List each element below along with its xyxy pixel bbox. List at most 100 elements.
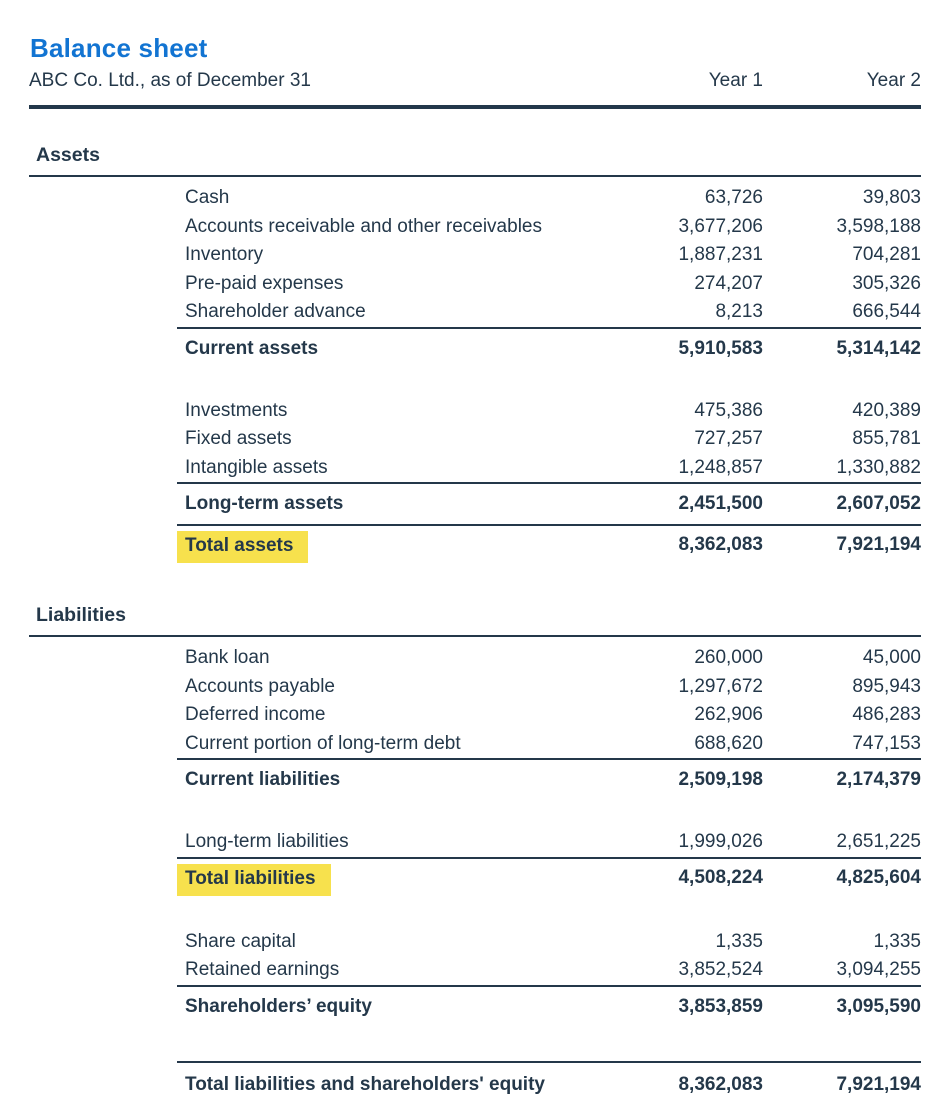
table-row: Long-term liabilities 1,999,026 2,651,22… xyxy=(29,828,921,857)
subtotal-year2-value: 3,095,590 xyxy=(836,995,921,1017)
subtotal-year1-value: 2,509,198 xyxy=(678,769,763,790)
subtotal-row-current-liabilities: Current liabilities 2,509,198 2,174,379 xyxy=(29,760,921,800)
grand-total-year2-value: 7,921,194 xyxy=(836,1073,921,1095)
row-year1-value: 274,207 xyxy=(694,272,763,294)
row-year2-value: 666,544 xyxy=(852,301,921,322)
row-year2-value: 855,781 xyxy=(852,428,921,449)
row-year2-value: 2,651,225 xyxy=(836,831,921,852)
row-year1-value: 727,257 xyxy=(694,428,763,449)
subtotal-year1-value: 2,451,500 xyxy=(678,493,763,514)
row-year1-value: 1,248,857 xyxy=(678,456,763,478)
subtotal-year2-value: 2,607,052 xyxy=(836,493,921,514)
row-label: Fixed assets xyxy=(185,428,292,449)
subtotal-divider xyxy=(177,758,921,760)
subtotal-year2-value: 5,314,142 xyxy=(836,337,921,359)
grand-total-block: Total liabilities and shareholders' equi… xyxy=(29,1060,921,1107)
row-year2-value: 895,943 xyxy=(852,675,921,697)
total-year1-value: 4,508,224 xyxy=(678,866,763,888)
row-year1-value: 3,677,206 xyxy=(678,215,763,237)
header-divider xyxy=(29,105,921,109)
row-year1-value: 1,887,231 xyxy=(678,244,763,265)
row-label: Retained earnings xyxy=(185,959,340,980)
subtotal-year2-value: 2,174,379 xyxy=(836,769,921,790)
row-label: Shareholder advance xyxy=(185,301,366,322)
row-year2-value: 305,326 xyxy=(852,272,921,294)
table-row: Accounts payable 1,297,672 895,943 xyxy=(29,673,921,702)
total-divider xyxy=(177,524,921,526)
assets-current-group: Cash 63,726 39,803 Accounts receivable a… xyxy=(29,177,921,369)
row-year2-value: 1,330,882 xyxy=(836,456,921,478)
row-label: Accounts receivable and other receivable… xyxy=(185,215,542,237)
subtotal-year1-value: 3,853,859 xyxy=(678,995,763,1017)
subtotal-row-current-assets: Current assets 5,910,583 5,314,142 xyxy=(29,329,921,369)
table-row: Shareholder advance 8,213 666,544 xyxy=(29,298,921,327)
table-row: Bank loan 260,000 45,000 xyxy=(29,644,921,673)
row-year2-value: 45,000 xyxy=(862,647,921,668)
table-row: Deferred income 262,906 486,283 xyxy=(29,701,921,730)
row-label: Pre-paid expenses xyxy=(185,272,344,294)
subtotal-label: Shareholders’ equity xyxy=(185,995,372,1017)
row-year1-value: 8,213 xyxy=(715,301,763,322)
row-label: Share capital xyxy=(185,930,296,952)
table-row: Pre-paid expenses 274,207 305,326 xyxy=(29,270,921,299)
assets-longterm-group: Investments 475,386 420,389 Fixed assets… xyxy=(29,397,921,570)
row-year1-value: 1,335 xyxy=(715,930,763,952)
document-header-row: ABC Co. Ltd., as of December 31 Year 1 Y… xyxy=(29,69,921,93)
row-year1-value: 1,297,672 xyxy=(678,675,763,697)
row-label: Accounts payable xyxy=(185,675,335,697)
total-row-total-assets: Total assets 8,362,083 7,921,194 xyxy=(29,526,921,569)
page-title: Balance sheet xyxy=(30,33,208,63)
row-year1-value: 260,000 xyxy=(694,647,763,668)
total-year2-value: 4,825,604 xyxy=(836,866,921,888)
subtotal-divider xyxy=(177,326,921,329)
subtotal-divider xyxy=(177,984,921,987)
highlighted-total-label: Total assets xyxy=(177,531,309,563)
row-label: Current portion of long-term debt xyxy=(185,732,461,754)
row-label: Intangible assets xyxy=(185,456,328,478)
section-heading-assets: Assets xyxy=(36,144,100,166)
row-label: Cash xyxy=(185,187,230,208)
row-year2-value: 420,389 xyxy=(852,399,921,421)
liabilities-longterm-group: Long-term liabilities 1,999,026 2,651,22… xyxy=(29,828,921,902)
company-subtitle: ABC Co. Ltd., as of December 31 xyxy=(29,70,311,91)
row-label: Deferred income xyxy=(185,704,326,725)
table-row: Intangible assets 1,248,857 1,330,882 xyxy=(29,454,921,483)
total-year1-value: 8,362,083 xyxy=(678,534,763,555)
liabilities-current-group: Bank loan 260,000 45,000 Accounts payabl… xyxy=(29,637,921,800)
section-divider xyxy=(29,175,921,177)
total-year2-value: 7,921,194 xyxy=(836,534,921,555)
row-label: Inventory xyxy=(185,244,264,265)
row-label: Bank loan xyxy=(185,647,270,668)
balance-sheet-document: Balance sheet ABC Co. Ltd., as of Decemb… xyxy=(29,0,921,1107)
section-heading-liabilities: Liabilities xyxy=(36,604,126,626)
row-year1-value: 1,999,026 xyxy=(678,831,763,852)
column-header-year2: Year 2 xyxy=(866,70,921,91)
grand-total-divider xyxy=(177,1060,921,1063)
table-row: Retained earnings 3,852,524 3,094,255 xyxy=(29,956,921,985)
table-row: Accounts receivable and other receivable… xyxy=(29,213,921,242)
table-row: Share capital 1,335 1,335 xyxy=(29,928,921,957)
table-row: Cash 63,726 39,803 xyxy=(29,184,921,213)
row-year2-value: 39,803 xyxy=(862,187,921,208)
row-year2-value: 747,153 xyxy=(852,732,921,754)
row-year2-value: 3,094,255 xyxy=(836,959,921,980)
section-divider xyxy=(29,635,921,637)
table-row: Investments 475,386 420,389 xyxy=(29,397,921,426)
table-row: Fixed assets 727,257 855,781 xyxy=(29,425,921,454)
row-year1-value: 688,620 xyxy=(694,732,763,754)
grand-total-row: Total liabilities and shareholders' equi… xyxy=(29,1063,921,1107)
row-year2-value: 1,335 xyxy=(873,930,921,952)
grand-total-label: Total liabilities and shareholders' equi… xyxy=(185,1073,545,1095)
highlighted-total-label: Total liabilities xyxy=(177,863,331,896)
subtotal-label: Current liabilities xyxy=(185,769,341,790)
row-year1-value: 262,906 xyxy=(694,704,763,725)
row-label: Investments xyxy=(185,399,288,421)
row-label: Long-term liabilities xyxy=(185,831,349,852)
subtotal-label: Current assets xyxy=(185,337,319,359)
row-year1-value: 475,386 xyxy=(694,399,763,421)
total-divider xyxy=(177,856,921,859)
subtotal-label: Long-term assets xyxy=(185,493,344,514)
total-row-total-liabilities: Total liabilities 4,508,224 4,825,604 xyxy=(29,859,921,902)
column-header-year1: Year 1 xyxy=(708,70,763,91)
row-year2-value: 3,598,188 xyxy=(836,215,921,237)
